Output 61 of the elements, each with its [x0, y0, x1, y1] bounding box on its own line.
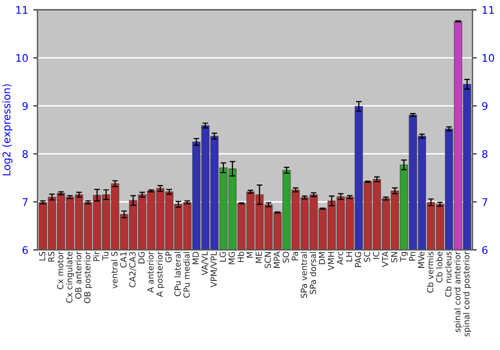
x-tick-label: Cb lobe: [436, 252, 442, 282]
y2-tick-label: 8: [482, 150, 488, 158]
x-tick-label: spinal cord anterior: [454, 251, 462, 332]
x-tick-label: M: [246, 252, 253, 258]
x-tick-label: Cb nucleus: [445, 252, 452, 297]
x-tick-label: RS: [48, 252, 54, 262]
x-tick-label: Pn: [409, 252, 416, 261]
y2-tick-label: 9: [482, 102, 488, 110]
x-tick-label: A anterior: [147, 251, 154, 293]
x-tick-label: LH: [346, 252, 352, 262]
x-tick-label: CA2/CA3: [129, 252, 136, 288]
x-tick-label: Cx cingulate: [66, 252, 74, 303]
x-tick-label: MVe: [418, 252, 424, 268]
y-tick-label: 7: [22, 198, 28, 206]
x-tick-label: CPu lateral: [174, 252, 181, 296]
x-tick-label: Pa: [292, 252, 298, 260]
x-tick-label: Hb: [237, 252, 244, 262]
x-tick-label: DG: [138, 252, 145, 264]
y-tick-label: 6: [22, 246, 28, 254]
x-tick-label: PAG: [354, 252, 362, 267]
x-tick-label: OB anterior: [74, 251, 82, 299]
x-tick-label: VMH: [328, 252, 334, 270]
x-tick-label: Cx motor: [57, 251, 64, 290]
y2-tick-label: 6: [482, 246, 488, 254]
x-tick-label: SO: [282, 252, 290, 263]
x-tick-label: CA1: [120, 252, 127, 268]
y2-tick-label: 7: [482, 198, 488, 206]
y-tick-label: 11: [16, 6, 28, 14]
x-tick-label: LS: [39, 252, 46, 260]
x-tick-label: MG: [228, 252, 235, 264]
x-tick-label: OB posterior: [84, 251, 92, 304]
x-tick-label: A posterior: [156, 251, 164, 297]
x-tick-label: SPa ventral: [300, 252, 308, 298]
x-tick-label: MD: [192, 252, 199, 264]
y-axis-title: Log2 (expression): [2, 84, 12, 176]
x-tick-label: Tg: [400, 252, 408, 262]
x-tick-label: Tu: [102, 252, 109, 260]
x-tick-label: ventral S: [111, 252, 118, 288]
y-tick-label: 10: [16, 54, 28, 62]
y2-tick-label: 11: [482, 6, 494, 14]
x-tick-label: CPu medial: [183, 252, 190, 298]
x-tick-label: VTA: [382, 251, 388, 268]
x-tick-label: spinal cord posterior: [463, 251, 472, 336]
x-tick-label: VA/VL: [202, 251, 208, 276]
y-tick-label: 9: [22, 102, 28, 110]
y-tick-label: 8: [22, 150, 28, 158]
x-tick-label: Cb vermis: [426, 252, 434, 293]
x-tick-label: ME: [256, 252, 262, 263]
x-tick-label: SN: [391, 252, 398, 262]
y2-tick-label: 10: [482, 54, 494, 62]
x-tick-label: SPa dorsal: [310, 252, 316, 294]
x-tick-label: Pir: [93, 251, 100, 262]
x-tick-label: GP: [165, 252, 172, 262]
x-tick-label: DM: [318, 252, 325, 264]
x-tick-label: SC: [364, 252, 370, 262]
x-tick-label: LG: [220, 252, 226, 262]
x-tick-label: IC: [372, 252, 380, 259]
x-tick-label: Arc: [336, 252, 344, 265]
x-tick-label: MPA: [274, 251, 280, 268]
x-tick-label: SCN: [264, 252, 271, 268]
x-tick-label: VPM/VPL: [210, 251, 218, 288]
